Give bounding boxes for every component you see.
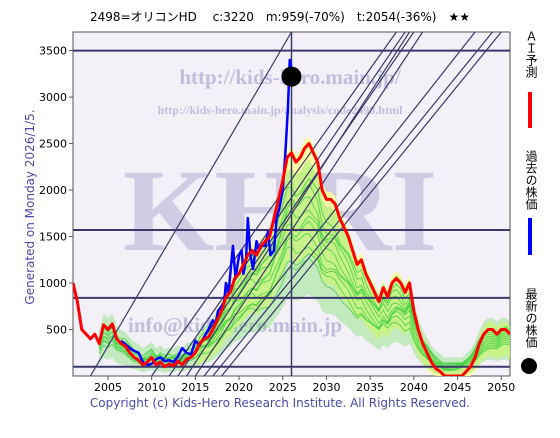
generated-date: Generated on Monday 2026/1/5. bbox=[23, 109, 37, 305]
y-tick-label: 1500 bbox=[39, 231, 67, 244]
trend-channel-line bbox=[186, 32, 410, 376]
axes: 500 1000 1500 2000 2500 3000 3500 2005 2010 2015 2… bbox=[39, 45, 515, 394]
y-tick-label: 2500 bbox=[39, 138, 67, 151]
x-tick-label: 2030 bbox=[312, 381, 340, 394]
trend-channel-line bbox=[194, 32, 424, 376]
trend-channel-line bbox=[89, 32, 293, 376]
legend-latest-price-label: 最新の株価 bbox=[524, 288, 538, 348]
latest-price-marker bbox=[281, 66, 302, 87]
legend-marks bbox=[521, 92, 537, 374]
y-tick-label: 3500 bbox=[39, 45, 67, 58]
series-layer bbox=[73, 58, 510, 376]
forecast-band-green bbox=[99, 159, 510, 376]
watermark-url-sub: http://kids-hero.main.jp/analysis/code24… bbox=[158, 103, 403, 117]
ai-forecast-line bbox=[73, 142, 510, 376]
x-tick-label: 2010 bbox=[138, 381, 166, 394]
x-tick-label: 2025 bbox=[269, 381, 297, 394]
trend-channel-line bbox=[203, 32, 476, 376]
x-tick-label: 2040 bbox=[400, 381, 428, 394]
trend-channel-line bbox=[221, 32, 502, 376]
y-tick-label: 3000 bbox=[39, 91, 67, 104]
legend-latest-price: 最新の株価 bbox=[500, 288, 560, 438]
copyright: Copyright (c) Kids-Hero Research Institu… bbox=[89, 396, 471, 410]
y-tick-label: 1000 bbox=[39, 277, 67, 290]
stock-chart: KHRI http://kids-hero.main.jp/ http://ki… bbox=[39, 31, 537, 394]
y-tick-label: 2000 bbox=[39, 184, 67, 197]
trend-channel-line bbox=[168, 32, 406, 376]
trend-channel-line bbox=[212, 32, 493, 376]
legend-ai-forecast: ＡＩ予測 bbox=[500, 30, 560, 180]
x-tick-label: 2050 bbox=[487, 381, 515, 394]
y-tick-label: 500 bbox=[46, 324, 67, 337]
legend-latest-price-swatch bbox=[521, 358, 537, 374]
legend-ai-forecast-label: ＡＩ予測 bbox=[524, 30, 538, 78]
chart-title: 2498=オリコンHD c:3220 m:959(-70%) t:2054(-3… bbox=[89, 10, 471, 24]
x-tick-label: 2015 bbox=[181, 381, 209, 394]
x-tick-label: 2035 bbox=[356, 381, 384, 394]
past-price-line bbox=[120, 58, 293, 367]
forecast-band-yellow bbox=[195, 136, 510, 376]
legend-past-price-label: 過去の株価 bbox=[524, 150, 538, 210]
x-tick-label: 2045 bbox=[444, 381, 472, 394]
x-tick-label: 2005 bbox=[94, 381, 122, 394]
legend-past-price: 過去の株価 bbox=[500, 150, 560, 300]
x-tick-label: 2020 bbox=[225, 381, 253, 394]
grid-lines bbox=[73, 32, 510, 376]
trend-channel-line bbox=[151, 32, 397, 376]
